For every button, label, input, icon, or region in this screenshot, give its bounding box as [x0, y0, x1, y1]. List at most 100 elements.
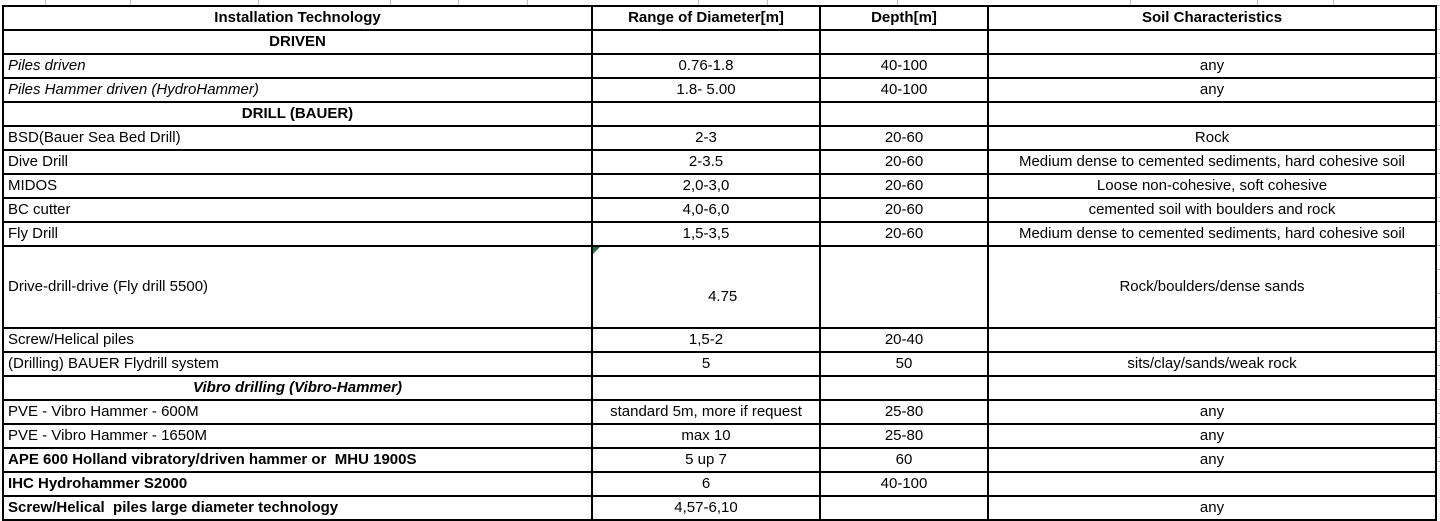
cell-soil[interactable] [987, 29, 1437, 55]
cell-depth[interactable] [819, 495, 989, 521]
cell-diameter[interactable] [591, 29, 821, 55]
cell-technology[interactable]: Screw/Helical piles [2, 327, 593, 353]
cell-soil[interactable]: any [987, 399, 1437, 425]
cell-diameter[interactable] [591, 101, 821, 127]
table-row: Fly Drill 1,5-3,5 20-60 Medium dense to … [2, 221, 1437, 247]
cell-diameter[interactable]: 5 [591, 351, 821, 377]
gridline-tick [897, 0, 898, 5]
table-row: (Drilling) BAUER Flydrill system 5 50 si… [2, 351, 1437, 377]
col-header-depth[interactable]: Depth[m] [819, 5, 989, 31]
cell-technology[interactable]: Dive Drill [2, 149, 593, 175]
cell-depth[interactable]: 20-60 [819, 221, 989, 247]
cell-technology[interactable]: APE 600 Holland vibratory/driven hammer … [2, 447, 593, 473]
cell-technology[interactable]: IHC Hydrohammer S2000 [2, 471, 593, 497]
cell-technology[interactable]: Fly Drill [2, 221, 593, 247]
gridline-tick [1333, 0, 1334, 5]
cell-technology[interactable]: Piles driven [2, 53, 593, 79]
cell-depth[interactable] [819, 101, 989, 127]
cell-technology[interactable]: DRILL (BAUER) [2, 101, 593, 127]
cell-soil[interactable]: Loose non-cohesive, soft cohesive [987, 173, 1437, 199]
cell-technology[interactable]: BSD(Bauer Sea Bed Drill) [2, 125, 593, 151]
cell-diameter[interactable]: standard 5m, more if request [591, 399, 821, 425]
gridline-tick [1130, 0, 1131, 5]
table-row: IHC Hydrohammer S2000 6 40-100 [2, 471, 1437, 497]
cell-technology[interactable]: BC cutter [2, 197, 593, 223]
cell-soil[interactable]: any [987, 53, 1437, 79]
cell-diameter[interactable] [591, 375, 821, 401]
cell-soil[interactable] [987, 101, 1437, 127]
table-row: BSD(Bauer Sea Bed Drill) 2-3 20-60 Rock [2, 125, 1437, 151]
cell-technology[interactable]: Vibro drilling (Vibro-Hammer) [2, 375, 593, 401]
cell-diameter[interactable]: 1.8- 5.00 [591, 77, 821, 103]
cell-depth[interactable]: 20-40 [819, 327, 989, 353]
cell-soil[interactable]: Medium dense to cemented sediments, hard… [987, 149, 1437, 175]
section-row-driven: DRIVEN [2, 29, 1437, 55]
cell-depth[interactable] [819, 29, 989, 55]
cell-diameter[interactable]: 2-3.5 [591, 149, 821, 175]
table-row: Dive Drill 2-3.5 20-60 Medium dense to c… [2, 149, 1437, 175]
cell-soil[interactable]: any [987, 77, 1437, 103]
col-header-range-of-diameter[interactable]: Range of Diameter[m] [591, 5, 821, 31]
cell-diameter[interactable]: 2,0-3,0 [591, 173, 821, 199]
gridline-tick [45, 0, 46, 5]
installation-technology-table: Installation Technology Range of Diamete… [2, 5, 1437, 521]
cell-depth[interactable]: 40-100 [819, 53, 989, 79]
gridline-tick [258, 0, 259, 5]
cell-diameter[interactable]: 2-3 [591, 125, 821, 151]
cell-soil[interactable] [987, 375, 1437, 401]
gridline-tick [527, 0, 528, 5]
cell-soil[interactable] [987, 327, 1437, 353]
gridline-tick [698, 0, 699, 5]
cell-technology[interactable]: MIDOS [2, 173, 593, 199]
cell-soil[interactable]: any [987, 495, 1437, 521]
cell-depth[interactable]: 25-80 [819, 399, 989, 425]
cell-diameter[interactable]: 4,57-6,10 [591, 495, 821, 521]
table-row: Drive-drill-drive (Fly drill 5500) 4.75 … [2, 245, 1437, 329]
cell-technology[interactable]: Screw/Helical piles large diameter techn… [2, 495, 593, 521]
cell-diameter[interactable]: 5 up 7 [591, 447, 821, 473]
cell-technology[interactable]: PVE - Vibro Hammer - 1650M [2, 423, 593, 449]
cell-depth[interactable]: 25-80 [819, 423, 989, 449]
cell-depth[interactable]: 20-60 [819, 125, 989, 151]
cell-technology[interactable]: PVE - Vibro Hammer - 600M [2, 399, 593, 425]
cell-soil[interactable]: any [987, 423, 1437, 449]
cell-diameter[interactable]: 1,5-2 [591, 327, 821, 353]
cell-soil[interactable]: Medium dense to cemented sediments, hard… [987, 221, 1437, 247]
cell-soil[interactable] [987, 471, 1437, 497]
cell-technology[interactable]: DRIVEN [2, 29, 593, 55]
cell-depth[interactable]: 60 [819, 447, 989, 473]
cell-soil[interactable]: Rock [987, 125, 1437, 151]
table-row: PVE - Vibro Hammer - 1650M max 10 25-80 … [2, 423, 1437, 449]
cell-technology[interactable]: Piles Hammer driven (HydroHammer) [2, 77, 593, 103]
cell-depth[interactable]: 20-60 [819, 197, 989, 223]
table-row: PVE - Vibro Hammer - 600M standard 5m, m… [2, 399, 1437, 425]
cell-diameter[interactable]: 1,5-3,5 [591, 221, 821, 247]
cell-soil[interactable]: cemented soil with boulders and rock [987, 197, 1437, 223]
cell-depth[interactable]: 50 [819, 351, 989, 377]
cell-depth[interactable]: 20-60 [819, 149, 989, 175]
cell-diameter[interactable]: 6 [591, 471, 821, 497]
table-row: BC cutter 4,0-6,0 20-60 cemented soil wi… [2, 197, 1437, 223]
cell-soil[interactable]: any [987, 447, 1437, 473]
cell-diameter[interactable]: max 10 [591, 423, 821, 449]
cell-depth[interactable]: 40-100 [819, 471, 989, 497]
gridline-tick [130, 0, 131, 5]
cell-soil[interactable]: Rock/boulders/dense sands [987, 245, 1437, 329]
cell-technology[interactable]: Drive-drill-drive (Fly drill 5500) [2, 245, 593, 329]
cell-diameter[interactable]: 4.75 [591, 245, 821, 329]
cell-depth[interactable] [819, 245, 989, 329]
cell-diameter-value: 4.75 [708, 288, 738, 305]
cell-soil[interactable]: sits/clay/sands/weak rock [987, 351, 1437, 377]
table-row: Screw/Helical piles large diameter techn… [2, 495, 1437, 521]
table-row: Piles driven 0.76-1.8 40-100 any [2, 53, 1437, 79]
cell-diameter[interactable]: 4,0-6,0 [591, 197, 821, 223]
header-row: Installation Technology Range of Diamete… [2, 5, 1437, 31]
cell-depth[interactable] [819, 375, 989, 401]
cell-depth[interactable]: 20-60 [819, 173, 989, 199]
table-row: APE 600 Holland vibratory/driven hammer … [2, 447, 1437, 473]
cell-technology[interactable]: (Drilling) BAUER Flydrill system [2, 351, 593, 377]
col-header-soil-characteristics[interactable]: Soil Characteristics [987, 5, 1437, 31]
col-header-installation-technology[interactable]: Installation Technology [2, 5, 593, 31]
cell-depth[interactable]: 40-100 [819, 77, 989, 103]
cell-diameter[interactable]: 0.76-1.8 [591, 53, 821, 79]
